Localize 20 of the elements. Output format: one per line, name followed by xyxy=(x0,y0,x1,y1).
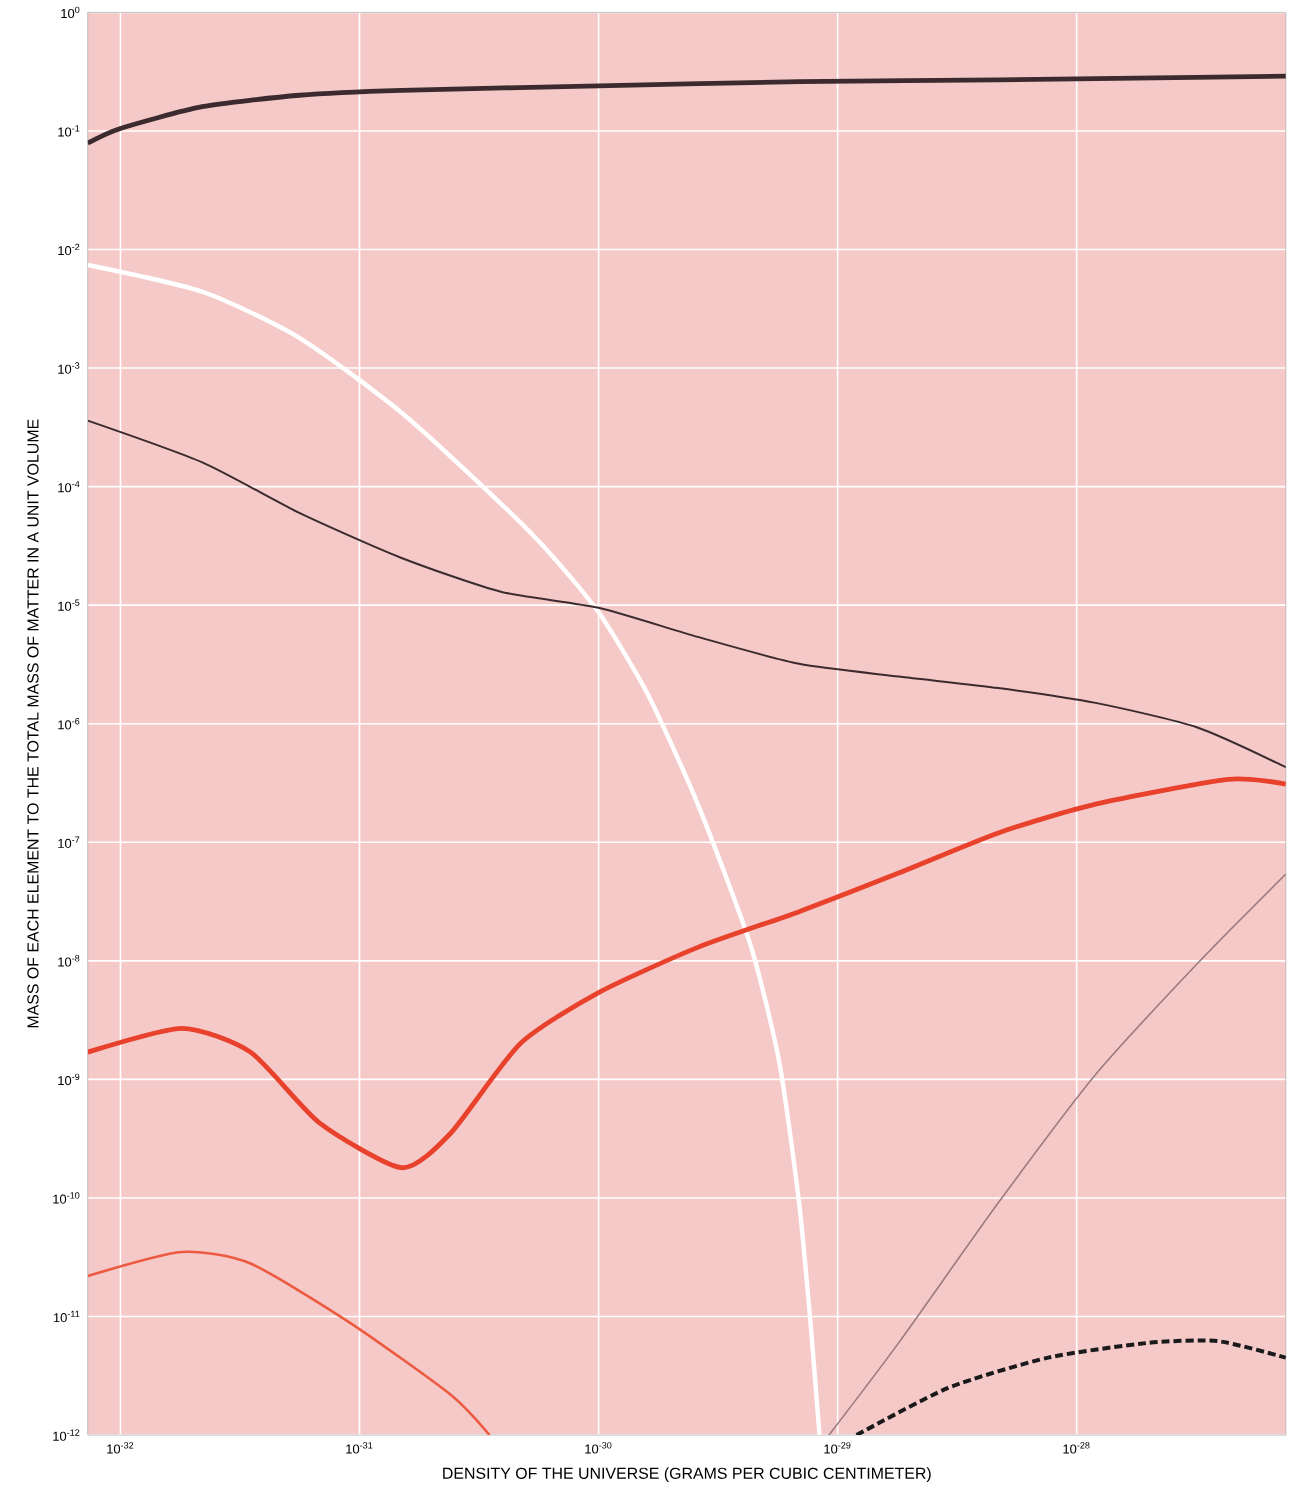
y-tick-label: 10$^{-1}$ xyxy=(58,125,80,137)
y-tick-label: 10$^{-10}$ xyxy=(53,1192,80,1204)
x-tick-label: 10$^{-30}$ xyxy=(585,1442,612,1454)
y-tick-label: 10$^{-4}$ xyxy=(58,480,80,493)
y-tick-label: 10$^{-5}$ xyxy=(58,599,80,611)
y-tick-label: 10$^{-2}$ xyxy=(58,243,80,256)
y-axis-title: MASS OF EACH ELEMENT TO THE TOTAL MASS OF MATTER IN A UNIT VOLUME xyxy=(27,419,39,1028)
y-tick-label: 10$^{-12}$ xyxy=(53,1429,80,1441)
x-tick-label: 10$^{-32}$ xyxy=(107,1442,134,1454)
y-tick-label: 10$^{0}$ xyxy=(61,6,80,19)
y-tick-label: 10$^{-8}$ xyxy=(58,955,80,967)
x-axis-title: DENSITY OF THE UNIVERSE (GRAMS PER CUBIC CENTIMETER) xyxy=(443,1467,931,1483)
y-tick-label: 10$^{-7}$ xyxy=(58,836,80,848)
y-tick-label: 10$^{-11}$ xyxy=(53,1310,80,1323)
y-tick-label: 10$^{-3}$ xyxy=(58,362,80,374)
x-tick-label: 10$^{-29}$ xyxy=(824,1442,851,1454)
y-tick-label: 10$^{-9}$ xyxy=(58,1073,80,1086)
x-tick-label: 10$^{-28}$ xyxy=(1063,1442,1090,1454)
x-tick-label: 10$^{-31}$ xyxy=(346,1442,373,1454)
y-tick-label: 10$^{-6}$ xyxy=(58,718,80,730)
